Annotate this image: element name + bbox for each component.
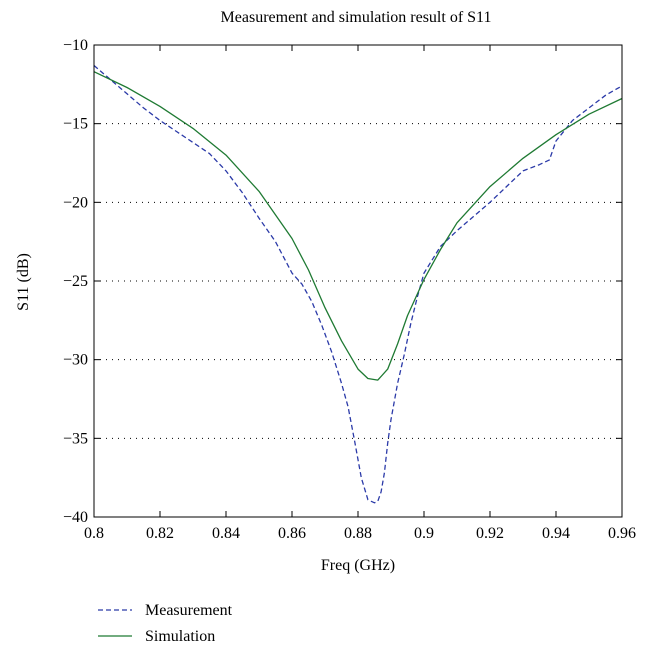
x-tick-label: 0.92 xyxy=(476,525,504,542)
chart-title: Measurement and simulation result of S11 xyxy=(221,9,492,26)
x-tick-label: 0.96 xyxy=(608,525,636,542)
series-layer xyxy=(93,65,623,504)
y-tick-label: −10 xyxy=(63,37,88,54)
y-axis: −40 −35 −30 −25 −20 −15 −10 xyxy=(63,37,622,526)
y-tick-label: −25 xyxy=(63,273,88,290)
x-tick-label: 0.88 xyxy=(344,525,372,542)
series-line-simulation xyxy=(93,71,623,381)
series-line-measurement xyxy=(93,65,623,504)
x-tick-label: 0.9 xyxy=(414,525,434,542)
x-tick-label: 0.84 xyxy=(212,525,240,542)
y-tick-label: −15 xyxy=(63,116,88,133)
x-axis-label: Freq (GHz) xyxy=(321,557,395,574)
x-tick-label: 0.8 xyxy=(84,525,104,542)
legend-label-measurement: Measurement xyxy=(145,602,233,619)
x-axis: 0.8 0.82 0.84 0.86 0.88 0.9 0.92 0.94 0.96 xyxy=(84,45,636,542)
legend-label-simulation: Simulation xyxy=(145,628,215,645)
x-tick-label: 0.82 xyxy=(146,525,174,542)
y-tick-label: −20 xyxy=(63,194,88,211)
y-tick-label: −35 xyxy=(63,430,88,447)
x-tick-label: 0.86 xyxy=(278,525,306,542)
legend: Measurement Simulation xyxy=(98,602,233,645)
x-tick-label: 0.94 xyxy=(542,525,570,542)
y-axis-label: S11 (dB) xyxy=(15,253,32,311)
y-tick-label: −40 xyxy=(63,509,88,526)
y-tick-label: −30 xyxy=(63,352,88,369)
grid xyxy=(94,123,622,439)
